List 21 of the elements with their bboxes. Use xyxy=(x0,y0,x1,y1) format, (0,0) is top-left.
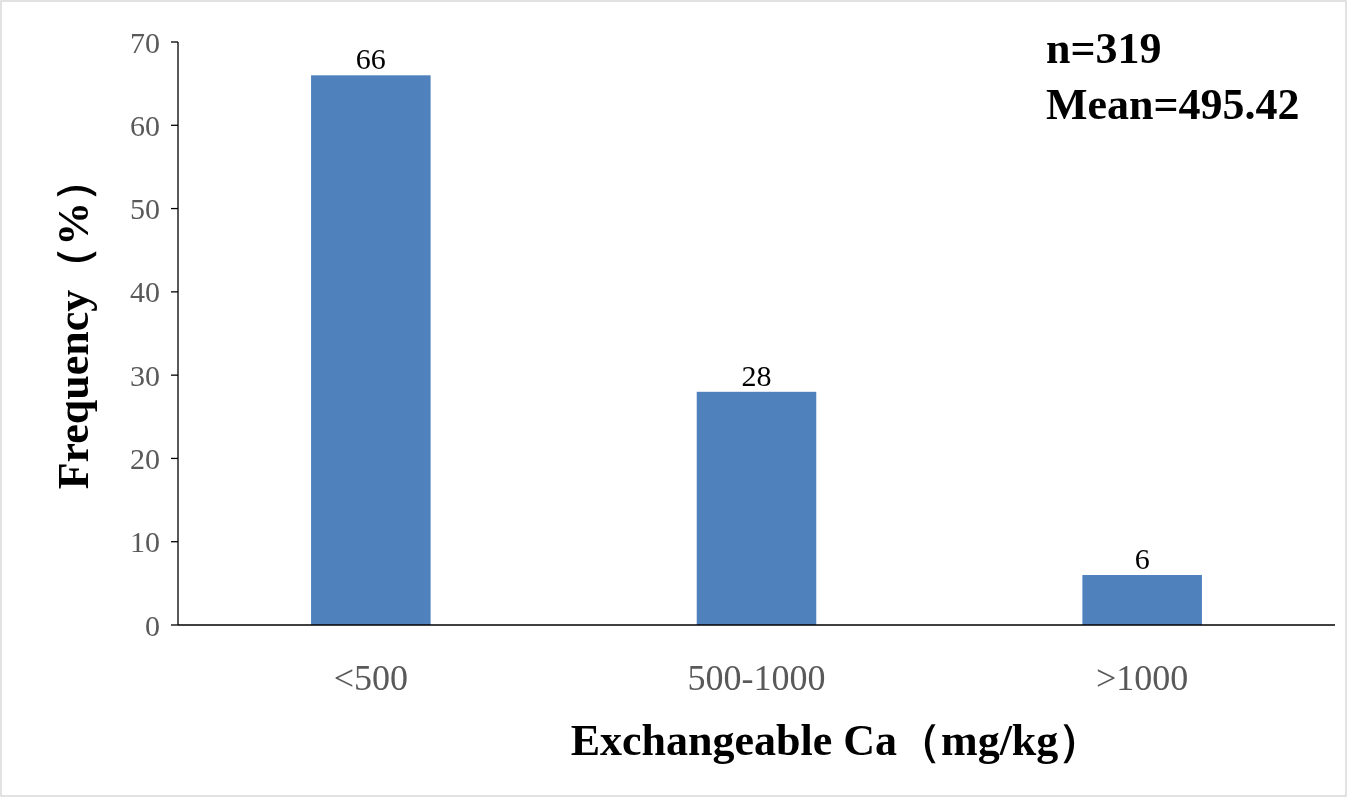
bar xyxy=(1082,575,1202,625)
x-tick-label: 500-1000 xyxy=(687,658,826,698)
annotation: Mean=495.42 xyxy=(1046,80,1300,129)
annotation: n=319 xyxy=(1046,24,1162,73)
data-label: 66 xyxy=(355,42,386,76)
x-axis-title: Exchangeable Ca（mg/kg） xyxy=(570,716,1103,765)
bar xyxy=(696,391,817,625)
y-tick-label: 40 xyxy=(130,275,160,309)
y-tick-label: 0 xyxy=(145,608,160,642)
x-tick-label: <500 xyxy=(333,658,408,698)
data-label: 6 xyxy=(1134,542,1150,576)
y-tick-label: 60 xyxy=(130,108,160,142)
data-label: 28 xyxy=(741,358,772,392)
x-tick-label: >1000 xyxy=(1096,658,1189,698)
y-axis-title: Frequency（%） xyxy=(49,157,98,490)
y-tick-label: 10 xyxy=(130,525,160,559)
y-tick-label: 50 xyxy=(130,192,160,226)
y-tick-label: 70 xyxy=(130,25,160,59)
y-tick-label: 20 xyxy=(130,441,160,475)
y-tick-label: 30 xyxy=(130,358,160,392)
bar xyxy=(311,75,431,625)
